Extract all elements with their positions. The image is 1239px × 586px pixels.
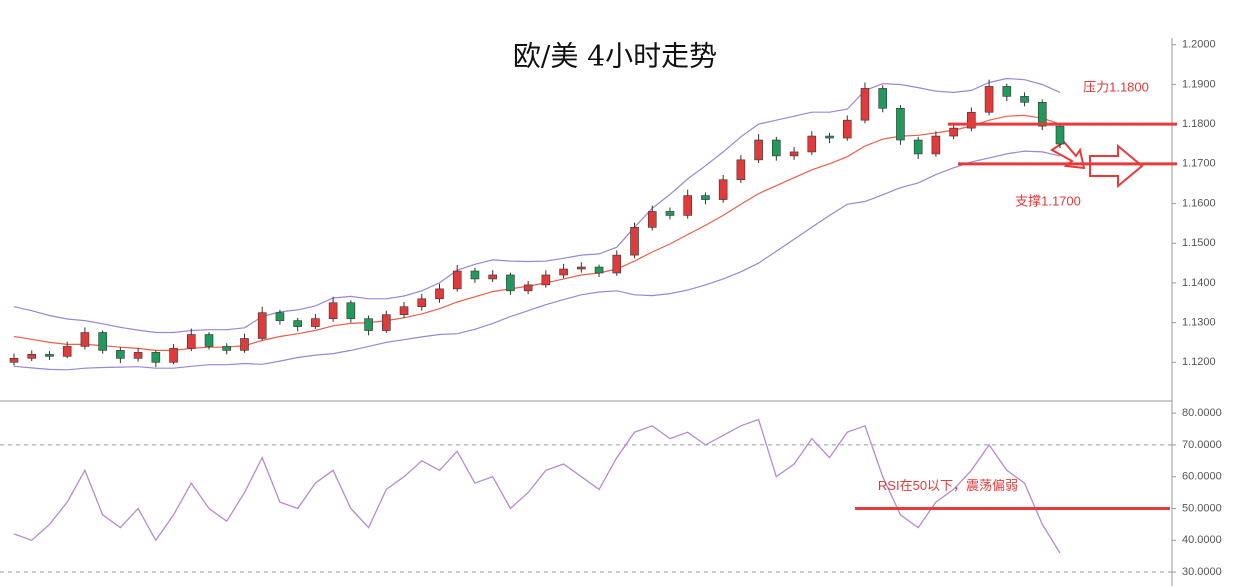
y-tick-label: 70.0000 bbox=[1182, 439, 1222, 451]
candle-body bbox=[452, 270, 462, 290]
candle-body bbox=[80, 332, 90, 347]
candle-body bbox=[594, 266, 604, 274]
candle-body bbox=[240, 338, 249, 351]
candle-body bbox=[98, 332, 107, 351]
candle-body bbox=[1020, 96, 1029, 103]
candle-body bbox=[701, 195, 710, 200]
y-tick-label: 1.1200 bbox=[1182, 356, 1216, 368]
candle-body bbox=[772, 139, 781, 157]
candle-body bbox=[470, 270, 480, 280]
candle-body bbox=[825, 135, 834, 139]
candle-body bbox=[382, 314, 391, 331]
candle-body bbox=[630, 227, 639, 256]
candle-body bbox=[878, 88, 888, 109]
candle-body bbox=[1002, 86, 1012, 97]
band-line bbox=[13, 114, 1061, 351]
candle-body bbox=[9, 358, 19, 363]
annotation: RSI在50以下，震荡偏弱 bbox=[878, 478, 1018, 493]
candle-body bbox=[275, 312, 285, 321]
candle-body bbox=[346, 302, 356, 319]
annotation: 支撑1.1700 bbox=[1015, 193, 1081, 208]
candle-body bbox=[931, 135, 941, 155]
candle-body bbox=[754, 139, 763, 161]
down-arrow bbox=[1050, 140, 1086, 170]
candle-body bbox=[541, 274, 551, 286]
candle-body bbox=[488, 274, 497, 280]
candle-body bbox=[62, 346, 72, 357]
candle-body bbox=[45, 354, 54, 357]
y-tick-label: 30.0000 bbox=[1182, 566, 1222, 578]
candle-body bbox=[807, 135, 817, 153]
candle-body bbox=[612, 254, 622, 274]
y-tick-label: 1.2000 bbox=[1182, 39, 1216, 51]
candle-body bbox=[718, 179, 728, 200]
candle-body bbox=[222, 346, 232, 351]
y-tick-label: 80.0000 bbox=[1182, 407, 1222, 419]
candle-body bbox=[27, 354, 37, 359]
candle-body bbox=[151, 352, 161, 363]
candle-body bbox=[842, 119, 852, 139]
y-tick-label: 1.1900 bbox=[1182, 78, 1216, 90]
y-tick-label: 1.1800 bbox=[1182, 118, 1216, 130]
candle-body bbox=[736, 159, 746, 181]
candle-body bbox=[169, 348, 178, 363]
candle-body bbox=[204, 334, 214, 347]
candle-body bbox=[896, 107, 905, 141]
y-tick-label: 1.1600 bbox=[1182, 197, 1216, 209]
chart-title: 欧/美 4小时走势 bbox=[513, 40, 717, 73]
y-tick-label: 40.0000 bbox=[1182, 534, 1222, 546]
candle-body bbox=[364, 318, 373, 331]
candle-body bbox=[293, 320, 302, 327]
candle-body bbox=[328, 302, 338, 319]
y-tick-label: 1.1700 bbox=[1182, 158, 1216, 170]
y-tick-label: 1.1500 bbox=[1182, 237, 1216, 249]
annotation: 压力1.1800 bbox=[1083, 79, 1149, 94]
candle-body bbox=[1055, 125, 1065, 145]
candle-body bbox=[559, 268, 568, 276]
rsi-line bbox=[13, 418, 1061, 554]
arrows bbox=[1050, 140, 1144, 189]
band-line bbox=[13, 77, 1061, 334]
candle-body bbox=[523, 284, 533, 292]
candle-body bbox=[577, 266, 586, 270]
candle-body bbox=[435, 288, 444, 300]
candle-body bbox=[506, 274, 515, 292]
candle-body bbox=[913, 139, 923, 155]
candle-body bbox=[683, 195, 692, 216]
candle-body bbox=[860, 88, 870, 121]
candle-body bbox=[647, 211, 657, 228]
candle-body bbox=[133, 352, 143, 359]
candle-body bbox=[984, 86, 994, 113]
band-line bbox=[13, 150, 1061, 371]
candle-body bbox=[116, 350, 125, 359]
candle-body bbox=[417, 298, 427, 308]
candle-body bbox=[186, 334, 196, 349]
candle-body bbox=[1037, 102, 1047, 127]
candle-body bbox=[257, 312, 267, 339]
y-tick-label: 1.1300 bbox=[1182, 317, 1216, 329]
right-arrow bbox=[1089, 143, 1144, 189]
y-tick-label: 50.0000 bbox=[1182, 502, 1222, 514]
candle-body bbox=[399, 306, 409, 315]
candle-body bbox=[311, 318, 320, 327]
y-tick-label: 1.1400 bbox=[1182, 277, 1216, 289]
candle-body bbox=[665, 211, 675, 216]
candle-body bbox=[789, 151, 799, 157]
candle-body bbox=[949, 127, 958, 137]
y-tick-label: 60.0000 bbox=[1182, 471, 1222, 483]
candle-body bbox=[967, 111, 976, 129]
